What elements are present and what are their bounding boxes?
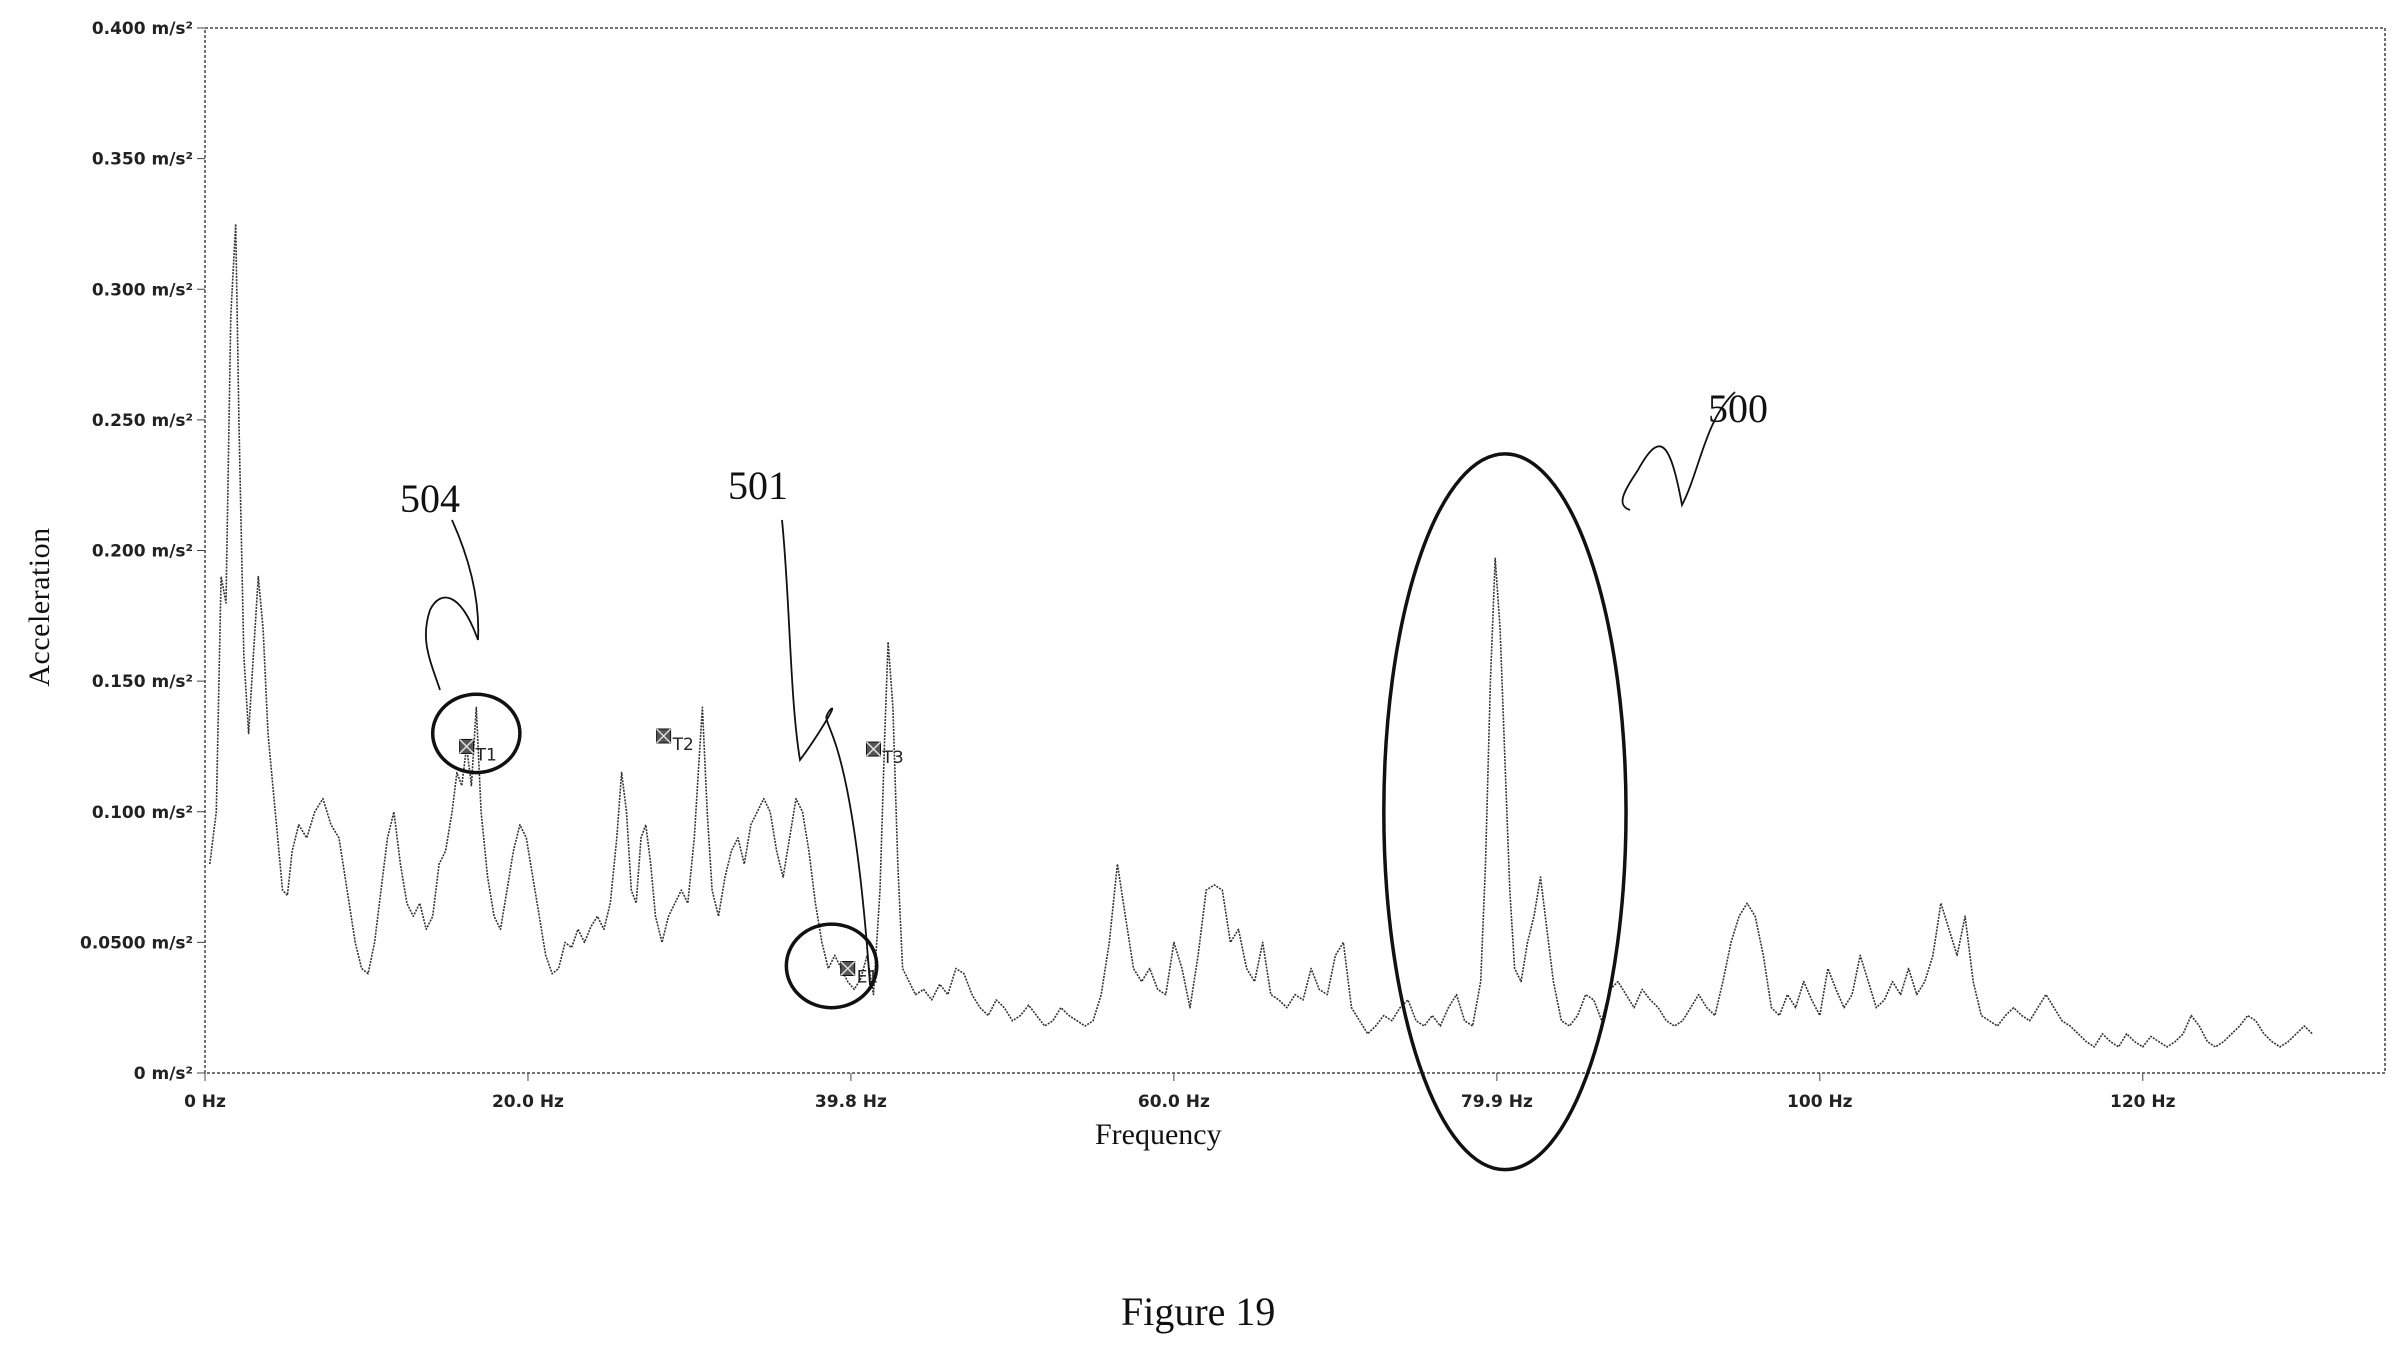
annotation-ellipse-504 [430,692,522,775]
marker-label: T3 [882,748,904,768]
marker-cross [866,741,882,757]
marker-cross [656,728,672,744]
plot-area-frame [204,27,2386,1074]
leader-line-501 [781,519,871,986]
y-axis-label: Acceleration [23,527,56,687]
y-tick-label: 0.300 m/s² [92,280,193,300]
leader-line-500 [1621,391,1736,511]
x-tick-label: 39.8 Hz [815,1092,887,1112]
marker-cross [840,960,856,977]
marker-t2: T2 [656,728,694,755]
series-line [209,223,2313,1048]
reference-numeral-501: 501 [728,463,788,508]
y-tick-label: 0 m/s² [134,1064,193,1084]
y-tick-label: 0.400 m/s² [92,19,193,39]
y-tick-label: 0.150 m/s² [92,672,193,692]
x-tick-label: 79.9 Hz [1461,1092,1533,1112]
y-tick-label: 0.250 m/s² [92,411,193,431]
x-tick-label: 60.0 Hz [1138,1092,1210,1112]
x-axis-label: Frequency [1095,1118,1222,1151]
x-tick-label: 0 Hz [184,1092,226,1112]
annotation-ellipse-501 [784,922,879,1010]
marker-label: T1 [475,745,497,765]
x-tick-label: 100 Hz [1787,1092,1853,1112]
marker-t3: T3 [866,741,904,768]
y-tick-label: 0.100 m/s² [92,803,193,823]
x-tick-label: 20.0 Hz [492,1092,564,1112]
figure-caption: Figure 19 [1121,1289,1276,1334]
reference-numeral-500: 500 [1708,386,1768,431]
marker-cross [459,738,475,754]
marker-t1: T1 [459,738,497,765]
x-tick-label: 120 Hz [2110,1092,2176,1112]
series-layer [209,223,2313,1048]
leader-line-504 [424,519,480,691]
y-tick-label: 0.200 m/s² [92,542,193,562]
annotation-ellipse-500 [1382,452,1628,1172]
marker-label: T2 [672,735,694,755]
annotation-layer [424,391,1736,1172]
axis-layer: 0 m/s² 0.0500 m/s² 0.100 m/s² 0.150 m/s² 0.2… [80,19,2176,1112]
y-tick-label: 0.350 m/s² [92,150,193,170]
reference-numeral-504: 504 [400,476,460,521]
y-tick-label: 0.0500 m/s² [80,933,193,953]
